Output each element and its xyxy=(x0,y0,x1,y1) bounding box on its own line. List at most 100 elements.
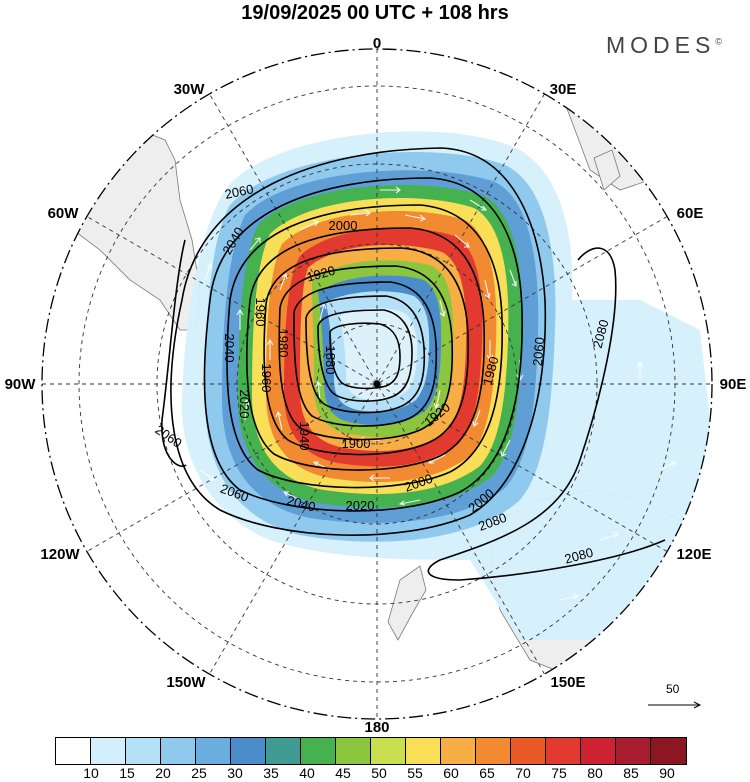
colorbar-tick-label: 30 xyxy=(227,765,243,781)
polar-map: 2060 2000 2040 1920 1960 1980 1880 2040 … xyxy=(5,35,747,735)
colorbar-tick-label: 25 xyxy=(191,765,207,781)
wind-arrow xyxy=(509,269,517,287)
wind-vectors xyxy=(199,186,677,601)
contour-2040 xyxy=(203,177,523,512)
wind-arrow xyxy=(380,186,401,194)
contour-label: 2040 xyxy=(222,334,237,363)
colorbar-tick-label: 35 xyxy=(263,765,279,781)
contour-1980 xyxy=(263,247,470,456)
contour-label: 2020 xyxy=(237,390,252,419)
brand-text: MODES xyxy=(606,32,716,58)
lon-label-60w: 60W xyxy=(48,205,80,222)
colorbar-swatch xyxy=(161,738,196,764)
wind-arrow xyxy=(319,303,327,321)
contour-label: 1920 xyxy=(305,263,337,285)
wind-arrow xyxy=(236,308,244,330)
colorbar-swatch xyxy=(616,738,651,764)
contour-1940 xyxy=(293,281,438,427)
contour-2020 xyxy=(226,204,504,489)
colorbar-tick-label: 50 xyxy=(371,765,387,781)
lon-label-180: 180 xyxy=(364,719,389,735)
colorbar-swatch xyxy=(581,738,616,764)
wind-arrow xyxy=(599,531,619,541)
colorbar-ticks: 10 15 20 25 30 35 40 45 50 55 60 65 70 75 80 85 90 xyxy=(55,765,703,782)
brand-logo: MODES© xyxy=(606,32,722,59)
contour-label: 1960 xyxy=(259,364,274,393)
contour-2080-east xyxy=(427,247,666,581)
wind-arrow xyxy=(242,399,250,421)
colorbar-swatch xyxy=(651,738,686,764)
wind-arrow xyxy=(349,209,371,217)
wind-arrow xyxy=(249,237,261,251)
wind-arrow xyxy=(266,338,274,360)
colorbar-tick-label: 60 xyxy=(443,765,459,781)
colorbar-swatch xyxy=(126,738,161,764)
wind-arrow xyxy=(282,491,301,501)
wind-arrow xyxy=(469,199,488,211)
colorbar-tick-label: 45 xyxy=(335,765,351,781)
wind-scale-arrow xyxy=(648,701,702,709)
contour-1920 xyxy=(305,295,426,414)
colorbar-swatch xyxy=(91,738,126,764)
wind-arrow xyxy=(559,593,580,601)
lon-label-120w: 120W xyxy=(40,546,80,563)
lon-label-30e: 30E xyxy=(550,81,577,98)
contour-label: 2080 xyxy=(563,545,595,567)
contour-label: 1980 xyxy=(276,329,291,358)
contour-label: 2060 xyxy=(152,422,184,451)
wind-arrow xyxy=(315,380,322,401)
polar-calm-area xyxy=(340,308,418,401)
contour-label: 2080 xyxy=(590,318,612,350)
colorbar-swatch xyxy=(406,738,441,764)
lon-label-120e: 120E xyxy=(676,546,711,563)
colorbar-swatch xyxy=(371,738,406,764)
wind-scale-label: 50 xyxy=(666,682,680,696)
colorbar-swatch xyxy=(546,738,581,764)
colorbar-tick-label: 85 xyxy=(623,765,639,781)
colorbar-tick-label: 55 xyxy=(407,765,423,781)
contour-label: 1940 xyxy=(297,422,312,451)
new-zealand-land xyxy=(387,565,427,641)
wind-arrow xyxy=(472,409,481,427)
colorbar-swatch xyxy=(196,738,231,764)
colorbar-swatch xyxy=(301,738,336,764)
wind-arrow xyxy=(275,410,283,431)
contour-label: 1960 xyxy=(253,298,268,327)
contour-label: 1980 xyxy=(480,355,502,387)
brand-mark: © xyxy=(715,36,722,47)
contour-label: 2000 xyxy=(329,218,358,233)
map-boundary xyxy=(41,48,713,720)
lon-label-30w: 30W xyxy=(174,81,206,98)
wind-arrow xyxy=(433,389,441,410)
contour-label: 2060 xyxy=(530,337,547,367)
colorbar-tick-label: 70 xyxy=(515,765,531,781)
colorbar-tick-label: 40 xyxy=(299,765,315,781)
colorbar-swatch xyxy=(56,738,91,764)
wind-arrow xyxy=(279,273,288,291)
wind-arrow xyxy=(398,499,421,506)
wind-arrow xyxy=(369,474,390,482)
colorbar-tick-label: 65 xyxy=(479,765,495,781)
colorbar-tick-label: 75 xyxy=(551,765,567,781)
colorbar-swatch xyxy=(336,738,371,764)
height-contours xyxy=(161,147,666,581)
colorbar-swatch xyxy=(441,738,476,764)
map-disc: 2060 2000 2040 1920 1960 1980 1880 2040 … xyxy=(42,49,712,719)
colorbar-tick-label: 20 xyxy=(155,765,171,781)
wind-arrow xyxy=(199,469,215,481)
madagascar-land xyxy=(593,149,621,191)
wind-arrow xyxy=(484,279,491,299)
wind-arrow xyxy=(500,439,511,457)
contour-label: 1880 xyxy=(323,346,338,375)
colorbar-swatch xyxy=(231,738,266,764)
wind-arrow xyxy=(636,360,644,380)
contour-label: 2020 xyxy=(346,498,375,513)
wind-arrow xyxy=(454,234,470,248)
contour-label: 2060 xyxy=(223,181,254,202)
wind-arrow xyxy=(299,219,319,231)
lon-label-150e: 150E xyxy=(550,674,585,691)
colorbar xyxy=(55,737,687,765)
contour-2000 xyxy=(246,227,486,471)
colorbar-swatch xyxy=(266,738,301,764)
map-title: 19/09/2025 00 UTC + 108 hrs xyxy=(241,2,509,24)
